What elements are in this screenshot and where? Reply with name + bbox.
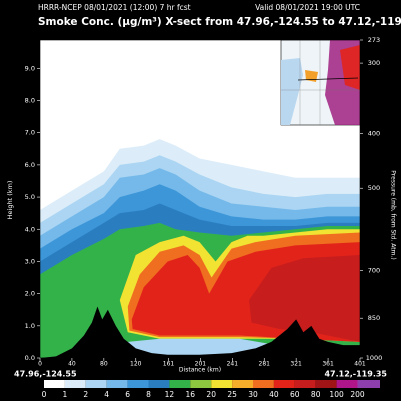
x-tick-label: 161 bbox=[163, 361, 175, 368]
colorbar-label: 60 bbox=[290, 390, 300, 399]
colorbar-swatch bbox=[64, 380, 86, 388]
colorbar-label: 4 bbox=[104, 390, 109, 399]
y2-tick-label: 300 bbox=[368, 59, 380, 67]
colorbar-swatch bbox=[336, 380, 358, 388]
y-tick-label: 1.0 bbox=[25, 322, 35, 330]
plot bbox=[40, 139, 360, 358]
x-tick-label: 361 bbox=[322, 361, 334, 368]
y2-tick-label: 500 bbox=[368, 184, 380, 192]
colorbar-swatch bbox=[85, 380, 107, 388]
y2-tick-label: 1000 bbox=[366, 354, 383, 362]
start-label: 47.96,-124.55 bbox=[14, 370, 77, 379]
colorbar-swatch bbox=[232, 380, 253, 388]
colorbar-swatch bbox=[315, 380, 337, 388]
colorbar-swatch bbox=[106, 380, 128, 388]
colorbar-label: 6 bbox=[125, 390, 130, 399]
x-tick-label: 281 bbox=[259, 361, 271, 368]
colorbar-label: 20 bbox=[206, 390, 216, 399]
x-axis-label: Distance (km) bbox=[179, 367, 221, 374]
colorbar-swatch bbox=[294, 380, 316, 388]
x-tick-label: 0 bbox=[38, 361, 42, 368]
colorbar-label: 30 bbox=[248, 390, 258, 399]
colorbar-label: 100 bbox=[329, 390, 344, 399]
contour-region bbox=[249, 255, 360, 342]
colorbar-swatch bbox=[127, 380, 149, 388]
colorbar-label: 12 bbox=[165, 390, 175, 399]
y2-tick-label: 700 bbox=[368, 267, 380, 275]
colorbar-label: 2 bbox=[83, 390, 88, 399]
colorbar-label: 16 bbox=[186, 390, 196, 399]
colorbar-swatch bbox=[273, 380, 295, 388]
colorbar-label: 200 bbox=[350, 390, 365, 399]
chart-title: Smoke Conc. (µg/m³) X-sect from 47.96,-1… bbox=[38, 16, 401, 28]
x-tick-label: 401 bbox=[354, 361, 366, 368]
terrain bbox=[40, 306, 360, 358]
x-tick-label: 201 bbox=[195, 361, 207, 368]
colorbar-label: 40 bbox=[269, 390, 279, 399]
y-tick-label: 5.0 bbox=[25, 193, 35, 201]
y-tick-label: 6.0 bbox=[25, 161, 35, 169]
y-tick-label: 4.0 bbox=[25, 225, 35, 233]
y-axis-label: Height (km) bbox=[6, 181, 14, 220]
colorbar-label: 1 bbox=[63, 390, 68, 399]
y-tick-label: 7.0 bbox=[25, 129, 35, 137]
valid-label: Valid 08/01/2021 19:00 UTC bbox=[255, 3, 360, 12]
y-tick-label: 3.0 bbox=[25, 257, 35, 265]
y-tick-label: 2.0 bbox=[25, 290, 35, 298]
y2-tick-label: 850 bbox=[368, 314, 380, 322]
x-tick-label: 241 bbox=[227, 361, 239, 368]
x-tick-label: 40 bbox=[68, 361, 76, 368]
colorbar-swatch bbox=[148, 380, 170, 388]
y2-axis-label: Pressure (mb, from Std. Atm.) bbox=[390, 170, 397, 259]
y2-tick-label: 400 bbox=[368, 130, 380, 138]
inset-map bbox=[280, 39, 361, 126]
colorbar-swatch bbox=[211, 380, 233, 388]
model-label: HRRR-NCEP 08/01/2021 (12:00) 7 hr fcst bbox=[38, 3, 191, 12]
colorbar-swatch bbox=[357, 380, 380, 388]
y-tick-label: 9.0 bbox=[25, 64, 35, 72]
y-tick-label: 0.0 bbox=[25, 354, 35, 362]
colorbar-swatch bbox=[44, 380, 65, 388]
x-tick-label: 321 bbox=[290, 361, 302, 368]
y2-tick-label: 273 bbox=[368, 36, 380, 44]
end-label: 47.12,-119.35 bbox=[324, 370, 387, 379]
colorbar-label: 8 bbox=[146, 390, 151, 399]
colorbar-swatch bbox=[253, 380, 274, 388]
x-tick-label: 80 bbox=[100, 361, 108, 368]
colorbar-swatch bbox=[190, 380, 212, 388]
plot-frame bbox=[39, 39, 361, 359]
colorbar-label: 25 bbox=[227, 390, 237, 399]
colorbar-label: 0 bbox=[42, 390, 47, 399]
colorbar-label: 80 bbox=[311, 390, 321, 399]
colorbar-swatch bbox=[169, 380, 191, 388]
x-tick-label: 120 bbox=[130, 361, 142, 368]
y-tick-label: 8.0 bbox=[25, 97, 35, 105]
